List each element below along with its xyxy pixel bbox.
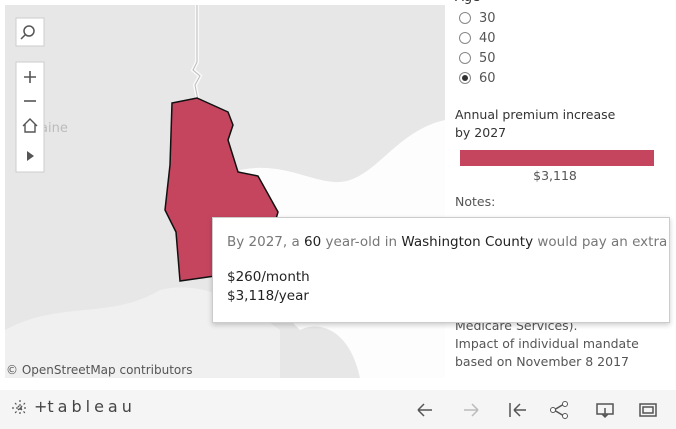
redo-button[interactable]	[464, 403, 479, 417]
radio-option[interactable]: 40	[455, 28, 675, 48]
tooltip-sentence: By 2027, a 60 year-old in Washington Cou…	[227, 234, 667, 250]
toolbar-buttons	[417, 401, 657, 419]
legend-title-line: Annual premium increase	[455, 107, 616, 122]
radio-dot[interactable]	[459, 72, 471, 84]
radio-dot[interactable]	[459, 52, 471, 64]
radio-label: 50	[479, 50, 496, 66]
tableau-logo: +tableau	[34, 397, 136, 416]
border	[192, 5, 201, 101]
search-button[interactable]	[15, 17, 45, 47]
toolbar: +tableau	[0, 390, 676, 429]
note-line: based on November 8 2017	[455, 354, 629, 369]
tooltip-monthly: $260/month	[227, 269, 310, 285]
tooltip-text: would pay an extra	[533, 234, 668, 250]
radio-option[interactable]: 60	[455, 68, 675, 88]
tooltip-yearly: $3,118/year	[227, 288, 309, 304]
age-filter: 30 40 50 60	[455, 8, 675, 88]
zoom-in[interactable]	[24, 71, 36, 83]
download-button[interactable]	[596, 403, 614, 419]
notes-title: Notes:	[455, 194, 496, 209]
search-icon	[23, 25, 35, 37]
radio-dot[interactable]	[459, 12, 471, 24]
radio-dot[interactable]	[459, 32, 471, 44]
radio-label: 30	[479, 10, 496, 26]
undo-button[interactable]	[417, 403, 432, 417]
home-button[interactable]	[22, 118, 38, 133]
legend-value: $3,118	[533, 168, 577, 183]
legend-title: Annual premium increase by 2027	[455, 106, 675, 142]
map-label: aine	[40, 121, 68, 136]
tableau-icon	[12, 400, 28, 416]
tooltip-text: Washington County	[401, 234, 534, 250]
tooltip-text: year-old in	[321, 234, 402, 250]
search-icon	[20, 34, 26, 40]
radio-label: 60	[479, 70, 496, 86]
water	[5, 287, 280, 378]
attribution: © OpenStreetMap contributors	[6, 363, 192, 377]
fullscreen-button[interactable]	[639, 403, 657, 417]
radio-label: 40	[479, 30, 496, 46]
map: aine © OpenStreetMap contributors	[5, 5, 445, 378]
legend-color	[460, 150, 654, 166]
tooltip-text: 60	[304, 234, 322, 250]
note-line: Impact of individual mandate	[455, 336, 639, 351]
radio-option[interactable]: 30	[455, 8, 675, 28]
tooltip: By 2027, a 60 year-old in Washington Cou…	[212, 217, 670, 323]
play-button[interactable]	[27, 151, 34, 161]
tooltip-text: By 2027, a	[227, 234, 305, 250]
legend-title-line: by 2027	[455, 125, 507, 140]
side-panel: Age 30 40 50 60 Annual premium increase by 2…	[455, 0, 675, 371]
radio-option[interactable]: 50	[455, 48, 675, 68]
filter-title: Age	[455, 0, 675, 8]
notes: Medicare Services). Impact of individual …	[455, 317, 675, 371]
revert-button[interactable]	[509, 403, 526, 417]
